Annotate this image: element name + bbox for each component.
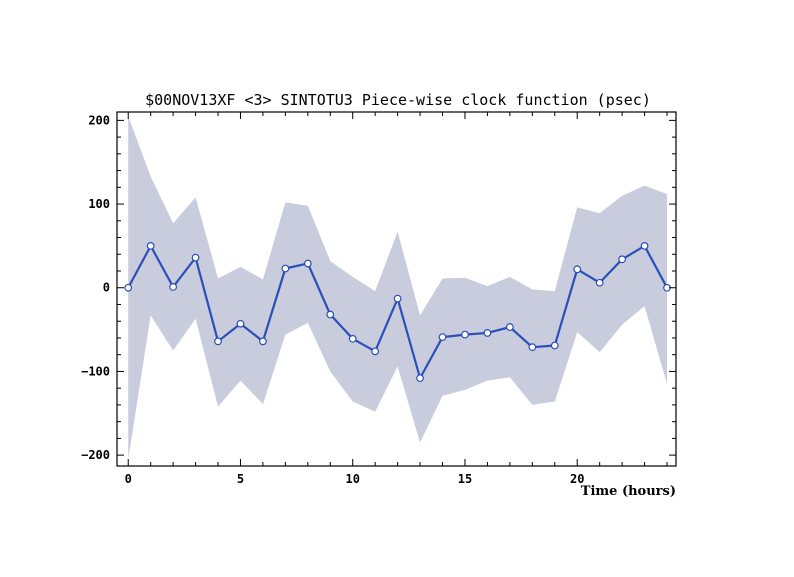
- data-point: [393, 294, 402, 303]
- y-tick-label: −100: [81, 364, 110, 378]
- y-tick-label: −200: [81, 448, 110, 462]
- data-point: [191, 253, 200, 262]
- data-point: [169, 283, 178, 291]
- data-point: [348, 334, 357, 343]
- clock-series-points: [124, 242, 671, 383]
- data-point: [303, 259, 312, 268]
- data-point: [438, 333, 447, 342]
- data-point: [371, 347, 380, 356]
- data-point: [326, 310, 335, 319]
- data-point: [281, 264, 290, 273]
- x-tick-label: 15: [458, 472, 472, 486]
- data-point: [618, 255, 627, 264]
- x-tick-label: 0: [125, 472, 132, 486]
- y-tick-label: 100: [88, 197, 110, 211]
- axis-ticks: [117, 112, 676, 466]
- data-point: [483, 329, 492, 337]
- data-point: [124, 283, 133, 292]
- data-point: [259, 337, 267, 346]
- y-tick-label: 0: [103, 281, 110, 295]
- y-tick-label: 200: [88, 113, 110, 127]
- data-point: [146, 242, 155, 250]
- y-tick-labels: −200 −100 0 100 200: [81, 113, 110, 462]
- data-point: [640, 242, 649, 250]
- x-tick-label: 20: [570, 472, 584, 486]
- data-point: [214, 337, 222, 346]
- data-point: [550, 341, 559, 350]
- chart-title: $00NOV13XF <3> SINTOTU3 Piece-wise clock…: [145, 91, 651, 109]
- data-point: [505, 323, 514, 331]
- x-tick-label: 5: [237, 472, 244, 486]
- x-tick-labels: 0 5 10 15 20: [125, 472, 585, 486]
- x-axis-label: Time (hours): [581, 484, 676, 499]
- data-point: [236, 319, 245, 328]
- data-point: [595, 278, 604, 287]
- uncertainty-band-area: [128, 116, 668, 460]
- data-point: [573, 265, 582, 274]
- uncertainty-band: [128, 116, 668, 460]
- data-point: [461, 330, 469, 339]
- data-point: [416, 374, 424, 383]
- x-tick-label: 10: [345, 472, 359, 486]
- plot-frame: [116, 111, 677, 467]
- data-point: [528, 343, 537, 352]
